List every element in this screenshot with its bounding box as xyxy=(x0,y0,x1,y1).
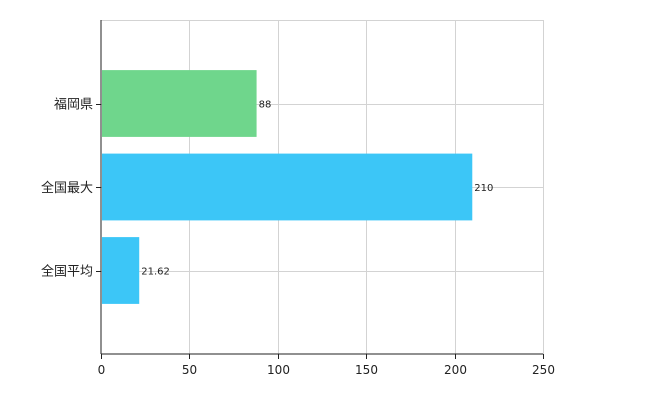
x-tick-label: 200 xyxy=(444,363,467,377)
bar xyxy=(102,153,473,221)
x-tick-label: 0 xyxy=(98,363,106,377)
category-label: 福岡県 xyxy=(54,98,93,113)
x-ticks-group: 0 50 100 150 200 250 xyxy=(98,354,555,377)
x-tick-label: 50 xyxy=(182,363,197,377)
category-label: 全国平均 xyxy=(41,264,93,280)
bar xyxy=(102,70,257,137)
data-label: 88 xyxy=(259,100,272,111)
x-tick-label: 250 xyxy=(532,363,555,377)
x-tick-label: 150 xyxy=(355,363,378,377)
x-tick-label: 100 xyxy=(267,363,290,377)
bar xyxy=(102,237,140,304)
data-label: 21.62 xyxy=(141,267,170,278)
data-labels-group: 88 210 21.62 xyxy=(141,100,493,278)
data-label: 210 xyxy=(474,183,493,194)
category-label: 全国最大 xyxy=(41,180,93,196)
bars-group xyxy=(102,70,473,304)
